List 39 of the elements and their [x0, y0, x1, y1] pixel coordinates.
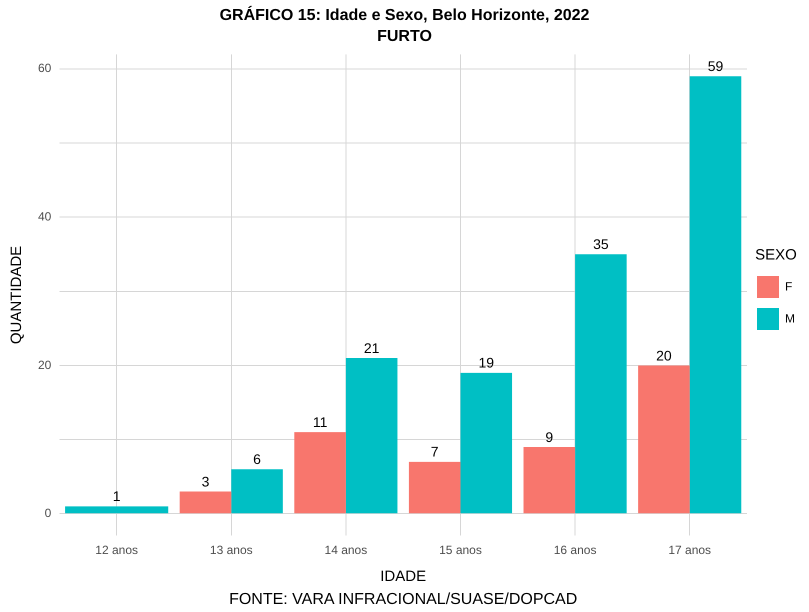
x-tick-label: 14 anos [324, 543, 368, 558]
bar [638, 365, 690, 514]
y-tick-label: 40 [38, 209, 52, 224]
y-tick-label: 0 [44, 506, 52, 520]
data-label: 21 [364, 340, 380, 356]
bar [294, 432, 346, 514]
data-label: 6 [253, 451, 262, 468]
y-tick-label: 60 [38, 61, 52, 76]
chart-title: GRÁFICO 15: Idade e Sexo, Belo Horizonte, 2022 [220, 5, 590, 24]
bar [346, 358, 398, 514]
x-tick-label: 16 anos [554, 543, 596, 558]
data-label: 35 [593, 236, 609, 252]
data-label: 11 [312, 414, 328, 430]
y-tick-label: 20 [38, 358, 52, 372]
data-label: 9 [545, 428, 554, 445]
chart-subtitle: FURTO [377, 28, 432, 46]
x-tick-label: 15 anos [439, 543, 482, 558]
data-label: 19 [478, 354, 494, 371]
x-tick-label: 12 anos [95, 543, 138, 558]
bar [408, 462, 460, 514]
bar [524, 446, 576, 514]
bar [460, 372, 512, 514]
legend-title: SEXO [755, 246, 797, 264]
bar [180, 491, 232, 514]
bar [231, 469, 283, 514]
data-label: 20 [656, 347, 672, 364]
data-label: 7 [430, 444, 439, 460]
data-label: 3 [202, 473, 210, 490]
data-label: 59 [708, 58, 724, 74]
x-tick-label: 17 anos [668, 543, 712, 558]
bar [690, 76, 742, 514]
y-axis-title: QUANTIDADE [8, 246, 26, 344]
x-tick-label: 13 anos [210, 543, 253, 558]
legend-label: M [785, 311, 796, 326]
legend-label: F [785, 279, 792, 294]
bar [575, 254, 627, 514]
x-axis-title: IDADE [380, 568, 426, 586]
source-note: FONTE: VARA INFRACIONAL/SUASE/DOPCAD [229, 591, 578, 608]
data-label: 1 [112, 488, 121, 504]
